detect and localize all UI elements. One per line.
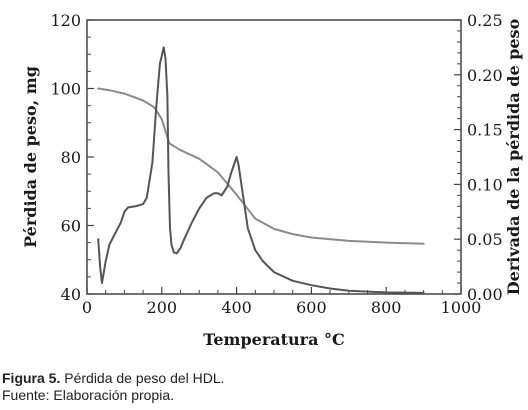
y-right-tick-label: 0.10: [467, 175, 503, 194]
figure-caption: Figura 5. Pérdida de peso del HDL.: [2, 370, 225, 387]
y-axis-title-left: Pérdida de peso, mg: [21, 66, 40, 248]
x-tick-label: 600: [296, 298, 327, 317]
y-left-tick-label: 120: [50, 11, 81, 30]
y-left-tick-label: 80: [61, 148, 81, 167]
y-right-tick-label: 0.05: [467, 230, 503, 249]
axis-ticks: 0 200 400 600 800 1000 40 60 80 100 120 0.00 0.05 0.1…: [50, 11, 502, 317]
x-tick-label: 1000: [441, 298, 482, 317]
x-tick-label: 400: [221, 298, 252, 317]
y-left-tick-label: 60: [61, 217, 81, 236]
y-right-tick-label: 0.20: [467, 66, 503, 85]
x-tick-label: 200: [147, 298, 178, 317]
data-series: [97, 46, 425, 294]
weight-loss-line: [97, 87, 425, 245]
y-left-tick-label: 100: [50, 80, 81, 99]
y-right-tick-label: 0.00: [467, 285, 503, 304]
derivative-weight-loss-line: [97, 46, 425, 294]
y-left-tick-label: 40: [61, 285, 81, 304]
figure-label: Figura 5.: [2, 370, 61, 386]
plot-frame: [86, 19, 462, 295]
y-right-tick-label: 0.15: [467, 121, 503, 140]
figure-source: Fuente: Elaboración propia.: [2, 387, 174, 403]
chart: 0 200 400 600 800 1000 40 60 80 100 120 0.00 0.05 0.1…: [21, 11, 523, 349]
y-right-tick-label: 0.25: [467, 11, 503, 30]
figure-title: Pérdida de peso del HDL.: [60, 370, 225, 386]
x-tick-label: 800: [371, 298, 402, 317]
x-tick-label: 0: [82, 298, 92, 317]
y-axis-title-right: Derivada de la pérdida de peso: [504, 18, 523, 295]
x-axis-title: Temperatura °C: [203, 330, 344, 349]
